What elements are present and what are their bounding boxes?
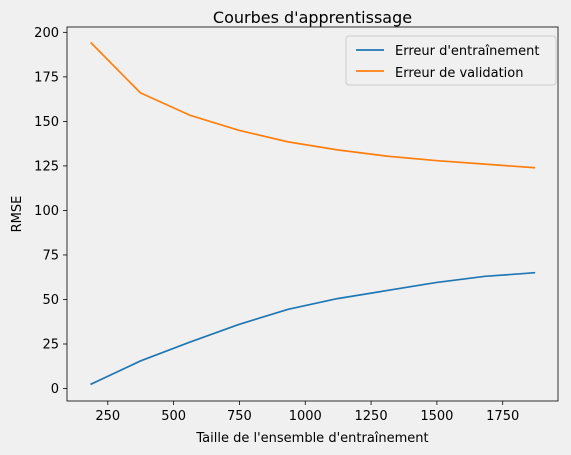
chart-title: Courbes d'apprentissage xyxy=(213,8,412,27)
plot-frame xyxy=(66,26,559,402)
y-tick-label: 175 xyxy=(34,70,59,85)
x-tick-label: 750 xyxy=(227,409,252,424)
y-tick-label: 200 xyxy=(34,26,59,41)
training-error-line xyxy=(90,271,536,386)
y-tick-label: 150 xyxy=(34,115,59,130)
y-tick-label: 75 xyxy=(42,248,59,263)
x-tick-label: 1500 xyxy=(420,409,453,424)
x-tick-label: 1250 xyxy=(355,409,388,424)
legend-label-validation: Erreur de validation xyxy=(395,66,524,81)
x-tick-label: 1750 xyxy=(486,409,519,424)
x-tick-label: 500 xyxy=(161,409,186,424)
y-tick-label: 25 xyxy=(42,338,59,353)
x-tick-label: 250 xyxy=(95,409,120,424)
legend-label-train: Erreur d'entraînement xyxy=(395,44,539,59)
y-tick-label: 50 xyxy=(42,293,59,308)
legend-box xyxy=(345,35,557,86)
y-axis-label: RMSE xyxy=(10,196,25,233)
x-axis-ticks: 250 500 750 1000 1250 1500 1750 xyxy=(95,401,519,424)
series-lines xyxy=(90,41,536,386)
y-axis-ticks: 0 25 50 75 100 125 150 175 200 xyxy=(34,26,67,397)
x-tick-label: 1000 xyxy=(289,409,322,424)
validation-error-line xyxy=(90,41,536,169)
y-tick-label: 0 xyxy=(51,382,59,397)
y-tick-label: 100 xyxy=(34,204,59,219)
y-tick-label: 125 xyxy=(34,159,59,174)
legend: Erreur d'entraînement Erreur de validati… xyxy=(345,35,557,86)
x-axis-label: Taille de l'ensemble d'entraînement xyxy=(195,431,428,446)
